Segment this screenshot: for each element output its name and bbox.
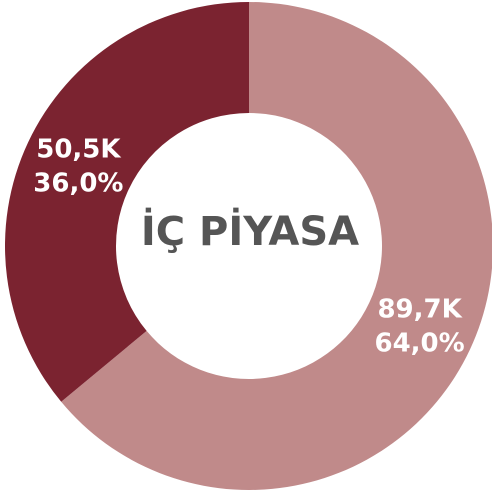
slice [5, 2, 250, 402]
value-label: 50,5K [36, 134, 121, 164]
value-label: 89,7K [377, 295, 462, 325]
percent-label: 36,0% [33, 168, 123, 198]
percent-label: 64,0% [375, 329, 465, 359]
slice [61, 2, 492, 490]
chart-title: İÇ PİYASA [141, 207, 359, 255]
slices [5, 2, 492, 490]
